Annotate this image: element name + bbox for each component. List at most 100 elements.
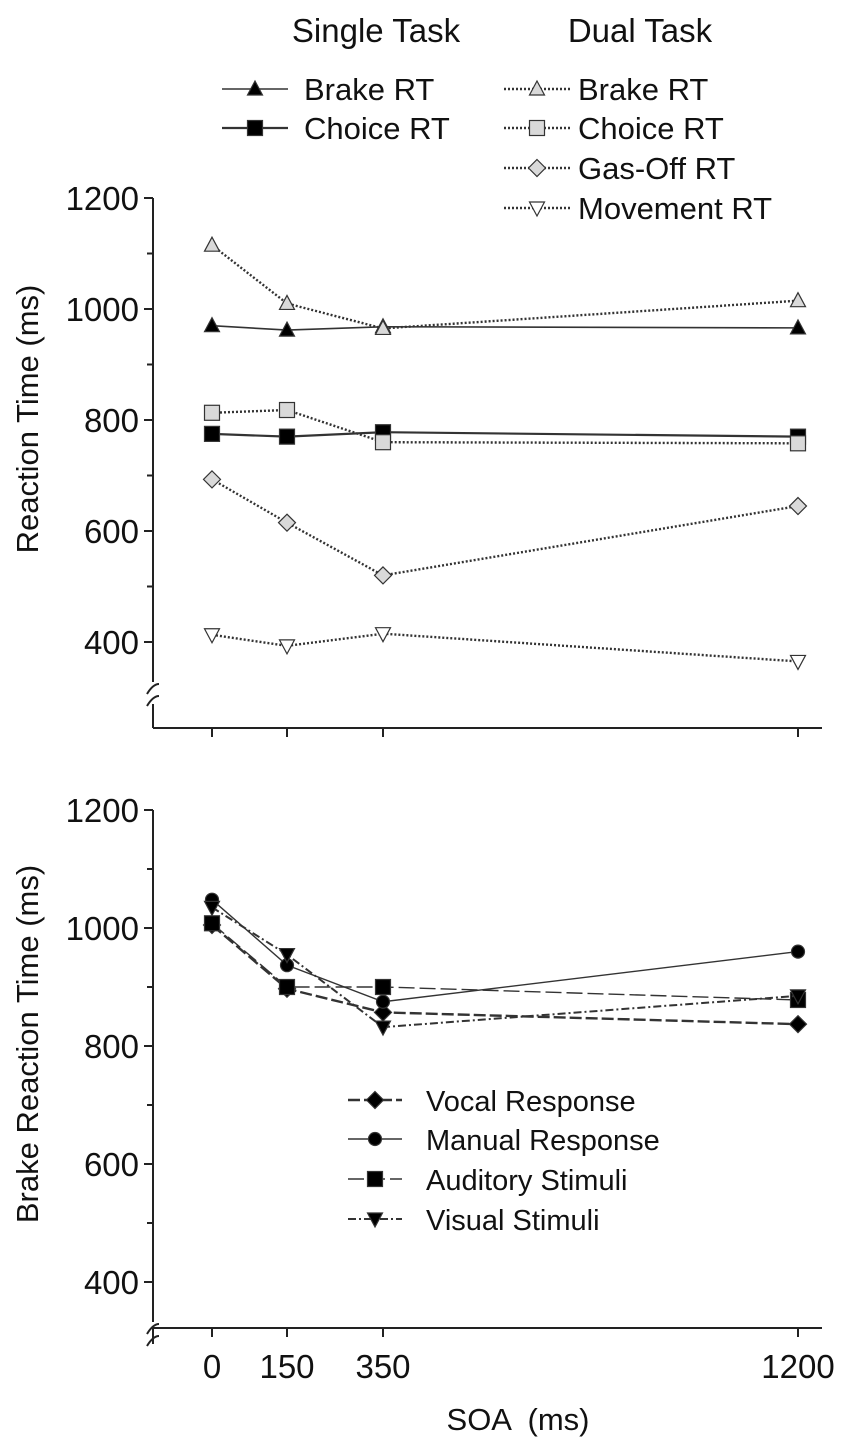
data-point: [203, 425, 221, 442]
y-axis-break-mark: [146, 1323, 160, 1347]
legend-marker: [366, 1170, 384, 1188]
legend-header-dual-task: Dual Task: [568, 12, 713, 49]
y-tick-label: 1200: [66, 180, 139, 217]
data-point: [788, 496, 808, 516]
series-line: [211, 324, 799, 331]
data-point: [278, 294, 296, 311]
y-tick-label: 1000: [66, 910, 139, 947]
legend-label: Vocal Response: [426, 1086, 636, 1118]
legend-label: Choice RT: [578, 111, 724, 146]
series-line: [211, 906, 799, 1029]
legend-marker: [528, 201, 546, 218]
data-point: [278, 947, 296, 964]
legend-entry-single-task-brake-rt: Brake RT: [222, 72, 434, 107]
y-tick-label: 400: [84, 1264, 139, 1301]
y-tick-label: 800: [84, 1028, 139, 1065]
data-point: [202, 470, 222, 489]
series-dual-task-gas-off-rt: [202, 470, 808, 585]
series-line: [211, 899, 799, 1003]
series-line: [211, 431, 799, 438]
x-tick-label: 150: [259, 1348, 314, 1385]
x-tick-label: 1200: [761, 1348, 834, 1385]
legend-entry-visual-stimuli: Visual Stimuli: [348, 1205, 600, 1237]
data-point: [203, 900, 221, 917]
legend-entry-vocal-response: Vocal Response: [348, 1086, 636, 1118]
legend-marker: [528, 79, 546, 96]
data-point: [278, 978, 296, 996]
data-point: [374, 1020, 392, 1037]
legend-entry-auditory-stimuli: Auditory Stimuli: [348, 1165, 627, 1197]
y-tick-label: 600: [84, 513, 139, 550]
legend-label: Gas-Off RT: [578, 151, 735, 186]
data-point: [374, 978, 392, 996]
legend-label: Auditory Stimuli: [426, 1165, 627, 1197]
legend-entry-single-task-choice-rt: Choice RT: [222, 111, 450, 146]
legend-label: Movement RT: [578, 191, 772, 226]
legend-marker: [366, 1212, 384, 1229]
data-point: [374, 319, 392, 336]
data-point: [788, 1014, 808, 1034]
data-point: [277, 513, 297, 533]
legend-label: Brake RT: [304, 72, 434, 107]
y-tick-label: 400: [84, 624, 139, 661]
data-point: [278, 639, 296, 656]
y-tick-label: 800: [84, 402, 139, 439]
series-line: [211, 478, 799, 577]
data-point: [203, 235, 221, 252]
data-point: [789, 654, 807, 671]
data-point: [278, 320, 296, 337]
legend-marker: [527, 158, 547, 178]
series-dual-task-choice-rt: [203, 401, 807, 452]
series-line: [211, 408, 799, 445]
series-line: [211, 632, 799, 663]
series-line: [211, 922, 799, 1001]
data-point: [790, 944, 806, 959]
data-point: [203, 316, 221, 333]
legend-marker: [365, 1090, 385, 1110]
legend-label: Manual Response: [426, 1125, 660, 1157]
top-chart-legend: Brake RT Choice RT Brake RT Choice RT Gas-Of…: [222, 72, 772, 226]
legend-entry-dual-task-movement-rt: Movement RT: [504, 191, 772, 226]
x-tick-label: 0: [203, 1348, 221, 1385]
legend-marker: [246, 119, 264, 137]
data-point: [374, 627, 392, 643]
x-tick-label: 350: [355, 1348, 410, 1385]
data-point: [203, 628, 221, 645]
series-vocal-response: [202, 915, 808, 1034]
data-point: [789, 435, 807, 452]
y-axis-break-mark: [146, 683, 160, 707]
legend-marker: [367, 1131, 383, 1147]
data-point: [278, 428, 296, 445]
data-point: [373, 566, 393, 585]
series-visual-stimuli: [203, 900, 807, 1037]
y-tick-label: 1000: [66, 291, 139, 328]
data-point: [789, 989, 807, 1006]
bottom-chart-legend: Vocal Response Manual Response Auditory St…: [348, 1086, 660, 1237]
legend-label: Choice RT: [304, 111, 450, 146]
x-axis-title: SOA (ms): [447, 1402, 590, 1437]
series-dual-task-movement-rt: [203, 627, 807, 671]
y-tick-label: 600: [84, 1146, 139, 1183]
legend-entry-dual-task-gas-off-rt: Gas-Off RT: [504, 151, 735, 186]
legend-header-single-task: Single Task: [292, 12, 461, 49]
data-point: [203, 915, 221, 932]
data-point: [203, 404, 221, 421]
legend-label: Visual Stimuli: [426, 1205, 600, 1237]
top-chart: 400 600 800 1000 1200: [66, 180, 822, 737]
bottom-chart-y-axis-title: Brake Reaction Time (ms): [10, 865, 45, 1223]
legend-entry-dual-task-brake-rt: Brake RT: [504, 72, 708, 107]
series-line: [211, 924, 799, 1026]
bottom-chart: 400 600 800 1000 1200 0 150 350 1200: [66, 792, 835, 1385]
y-tick-label: 1200: [66, 792, 139, 829]
series-single-task-choice-rt: [203, 424, 807, 445]
legend-marker: [246, 79, 264, 96]
data-point: [374, 434, 392, 451]
series-dual-task-brake-rt: [203, 235, 807, 336]
data-point: [375, 994, 391, 1009]
legend-entry-dual-task-choice-rt: Choice RT: [504, 111, 724, 146]
legend-entry-manual-response: Manual Response: [348, 1125, 660, 1157]
data-point: [789, 291, 807, 308]
data-point: [278, 401, 296, 419]
top-chart-y-axis-title: Reaction Time (ms): [10, 285, 45, 554]
